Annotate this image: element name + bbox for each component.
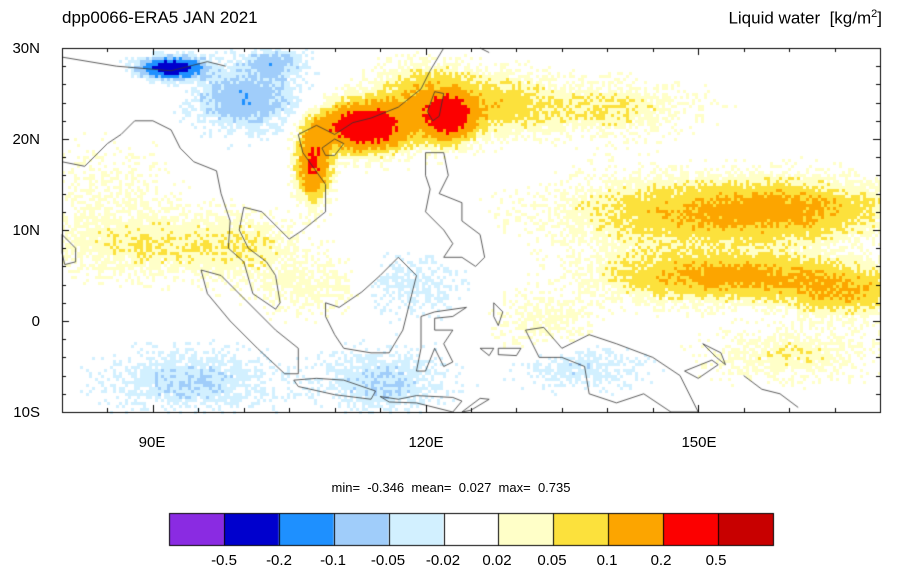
colorbar-label-3: -0.05 (370, 552, 406, 569)
lat-label-10n: 10N (12, 222, 40, 239)
colorbar-label-5: 0.02 (482, 552, 512, 569)
lat-label-30n: 30N (12, 40, 40, 57)
stats-max: 0.735 (537, 480, 571, 495)
stats-max-label: max= (498, 480, 531, 495)
units-exponent: 2 (871, 8, 878, 20)
colorbar-label-0: -0.5 (211, 552, 237, 569)
plot-title: dpp0066-ERA5 JAN 2021 (62, 8, 258, 27)
units-base: [kg/m (829, 8, 872, 28)
colorbar-label-7: 0.1 (596, 552, 618, 569)
stats-line: min= -0.346 mean= 0.027 max= 0.735 (0, 480, 902, 495)
units-close: ] (877, 8, 882, 28)
lat-label-0: 0 (31, 313, 40, 330)
colorbar-label-9: 0.5 (705, 552, 727, 569)
stats-min-label: min= (331, 480, 361, 495)
colorbar-label-8: 0.2 (650, 552, 672, 569)
colorbar-label-1: -0.2 (266, 552, 292, 569)
colorbar-label-6: 0.05 (537, 552, 567, 569)
stats-mean-label: mean= (411, 480, 452, 495)
lon-label-150e: 150E (681, 434, 717, 451)
lat-label-20n: 20N (12, 131, 40, 148)
colorbar-label-4: -0.02 (425, 552, 461, 569)
lon-label-90e: 90E (138, 434, 166, 451)
variable-title: Liquid water [kg/m2] (728, 8, 882, 29)
stats-mean: 0.027 (458, 480, 492, 495)
lon-label-120e: 120E (408, 434, 444, 451)
stats-min: -0.346 (367, 480, 405, 495)
colorbar-label-2: -0.1 (320, 552, 346, 569)
lat-label-10s: 10S (13, 404, 40, 421)
variable-name: Liquid water (728, 8, 821, 28)
